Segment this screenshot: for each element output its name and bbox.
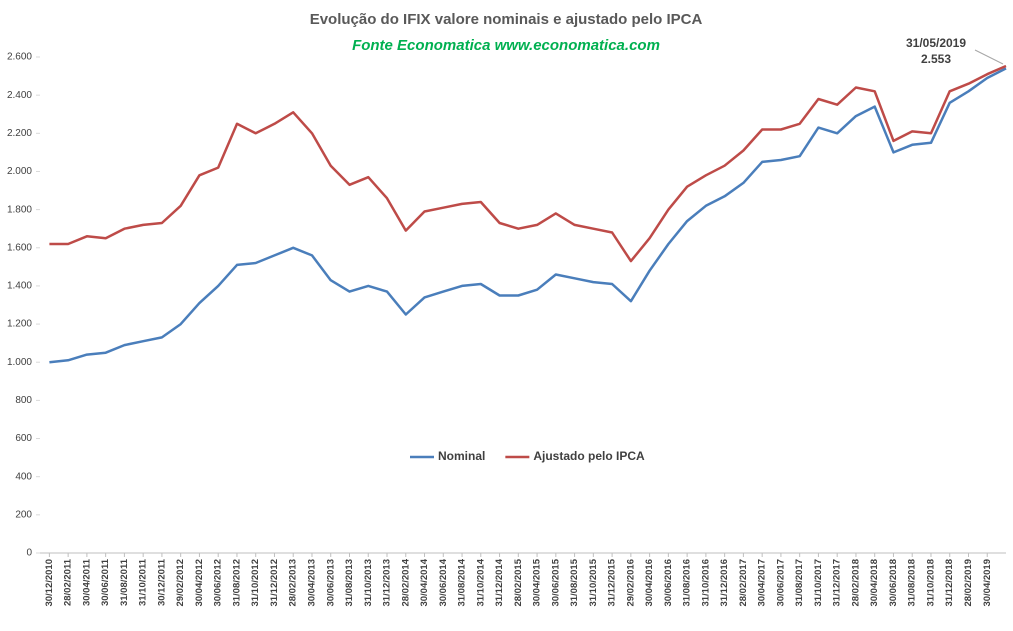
x-tick-label: 31/08/2018	[907, 559, 918, 607]
y-tick-label: 1.200	[7, 319, 32, 330]
x-tick-label: 31/08/2016	[682, 559, 693, 607]
x-tick-label: 28/02/2017	[738, 559, 749, 607]
x-tick-label: 30/06/2018	[888, 559, 899, 607]
x-tick-label: 31/10/2018	[925, 559, 936, 607]
x-tick-label: 31/10/2012	[250, 559, 261, 607]
x-tick-label: 28/02/2013	[288, 559, 299, 607]
x-tick-label: 30/06/2011	[100, 558, 111, 606]
x-tick-label: 31/08/2017	[794, 559, 805, 607]
x-tick-label: 31/10/2014	[475, 558, 486, 606]
x-tick-label: 28/02/2019	[963, 559, 974, 607]
x-tick-label: 30/06/2012	[213, 559, 224, 607]
x-tick-label: 31/10/2013	[363, 559, 374, 607]
x-tick-label: 31/10/2011	[138, 558, 149, 606]
y-tick-label: 2.600	[7, 52, 32, 63]
series-line	[49, 64, 1007, 263]
y-tick-label: 1.400	[7, 281, 32, 292]
x-tick-label: 30/06/2013	[325, 559, 336, 607]
x-tick-label: 28/02/2015	[513, 558, 524, 606]
x-tick-label: 30/04/2016	[644, 559, 655, 607]
y-tick-label: 2.000	[7, 166, 32, 177]
y-tick-label: 2.400	[7, 90, 32, 101]
x-tick-label: 31/08/2012	[231, 559, 242, 607]
x-tick-label: 31/12/2015	[607, 558, 618, 606]
legend-label: Ajustado pelo IPCA	[533, 449, 645, 463]
annotation-leader	[974, 49, 1004, 65]
x-tick-label: 31/12/2012	[269, 559, 280, 607]
y-tick-label: 600	[15, 433, 32, 444]
x-tick-label: 31/12/2018	[944, 559, 955, 607]
y-tick-label: 1.600	[7, 242, 32, 253]
x-tick-label: 31/08/2013	[344, 559, 355, 607]
x-tick-label: 31/08/2015	[569, 558, 580, 606]
y-tick-label: 0	[26, 548, 32, 559]
x-tick-label: 30/04/2018	[869, 559, 880, 607]
x-tick-label: 31/12/2013	[382, 559, 393, 607]
x-tick-label: 30/06/2014	[438, 558, 449, 606]
legend-label: Nominal	[438, 449, 485, 463]
x-tick-label: 29/02/2012	[175, 559, 186, 607]
y-tick-label: 400	[15, 471, 32, 482]
x-tick-label: 31/12/2014	[494, 558, 505, 606]
x-tick-label: 29/02/2016	[625, 559, 636, 607]
x-tick-label: 31/12/2016	[719, 559, 730, 607]
y-tick-label: 800	[15, 395, 32, 406]
x-tick-label: 30/04/2019	[982, 559, 993, 607]
x-tick-label: 30/12/2010	[44, 559, 55, 607]
x-tick-label: 28/02/2011	[63, 558, 74, 606]
annotation-value: 2.553	[921, 52, 951, 66]
x-tick-label: 30/06/2017	[775, 559, 786, 607]
x-tick-label: 31/10/2016	[700, 559, 711, 607]
x-tick-label: 30/12/2011	[156, 558, 167, 606]
x-tick-label: 30/04/2017	[757, 559, 768, 607]
x-tick-label: 31/12/2017	[832, 559, 843, 607]
series-line	[49, 67, 1007, 364]
x-tick-label: 31/10/2015	[588, 558, 599, 606]
y-tick-label: 1.800	[7, 204, 32, 215]
x-tick-label: 30/04/2011	[81, 558, 92, 606]
x-tick-label: 30/04/2015	[532, 558, 543, 606]
x-tick-label: 31/08/2011	[119, 558, 130, 606]
chart-subtitle: Fonte Economatica www.economatica.com	[352, 37, 660, 54]
x-tick-label: 30/06/2016	[663, 559, 674, 607]
x-tick-label: 30/04/2013	[306, 559, 317, 607]
x-tick-label: 30/04/2014	[419, 558, 430, 606]
chart-title: Evolução do IFIX valore nominais e ajust…	[310, 11, 703, 28]
y-tick-label: 200	[15, 509, 32, 520]
y-tick-label: 2.200	[7, 128, 32, 139]
y-tick-label: 1.000	[7, 357, 32, 368]
x-tick-label: 30/04/2012	[194, 559, 205, 607]
x-tick-label: 30/06/2015	[550, 558, 561, 606]
x-tick-label: 31/10/2017	[813, 559, 824, 607]
x-tick-label: 28/02/2014	[400, 558, 411, 606]
x-tick-label: 31/08/2014	[457, 558, 468, 606]
x-tick-label: 28/02/2018	[850, 559, 861, 607]
annotation-date: 31/05/2019	[906, 36, 966, 50]
